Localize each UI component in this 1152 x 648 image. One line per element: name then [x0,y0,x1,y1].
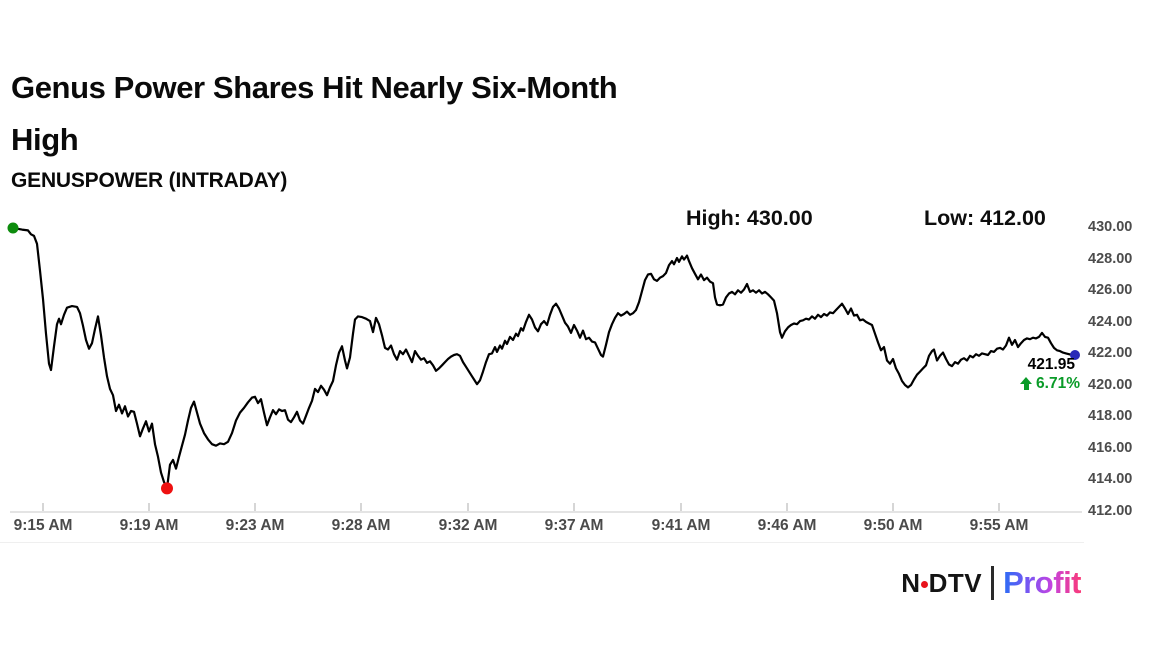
ndtv-letter-n: N [901,567,921,598]
y-tick-label: 428.00 [1088,250,1133,267]
session-start-marker [7,222,19,234]
x-tick-label: 9:37 AM [544,517,604,534]
y-tick-label: 420.00 [1088,376,1133,393]
x-tick-label: 9:41 AM [651,517,711,534]
ndtv-letters-dtv: DTV [928,567,983,598]
symbol-subtitle: GENUSPOWER (INTRADAY) [11,169,288,192]
ndtv-red-dot-icon [920,580,928,588]
x-tick-label: 9:28 AM [331,517,391,534]
ndtv-profit-logo: N DTV Profit [901,563,1081,603]
logo-divider [991,566,995,600]
axis-underline [0,542,1084,543]
change-percent-label: 6.71% [1036,375,1080,392]
change-percent-row: 6.71% [1020,375,1080,393]
session-low-marker [161,482,173,495]
x-tick-label: 9:50 AM [863,517,923,534]
x-tick-label: 9:32 AM [438,517,498,534]
ndtv-wordmark: N DTV [901,568,982,599]
x-tick-label: 9:19 AM [119,517,179,534]
last-price-label: 421.95 [1027,356,1075,373]
title-line-1: Genus Power Shares Hit Nearly Six-Month [11,70,618,105]
y-tick-label: 424.00 [1088,313,1133,330]
x-tick-label: 9:23 AM [225,517,285,534]
y-tick-label: 414.00 [1088,471,1133,488]
low-value-label: Low: 412.00 [924,206,1046,230]
page-title: Genus Power Shares Hit Nearly Six-Month H… [11,62,831,166]
title-line-2: High [11,122,79,157]
high-value-label: High: 430.00 [686,206,813,230]
profit-wordmark: Profit [1003,565,1081,600]
up-arrow-icon [1020,377,1033,391]
y-tick-label: 422.00 [1088,345,1133,362]
x-tick-label: 9:46 AM [757,517,817,534]
y-tick-label: 418.00 [1088,408,1133,425]
y-tick-label: 412.00 [1088,503,1133,519]
y-tick-label: 416.00 [1088,439,1133,456]
price-line [11,226,1077,490]
x-tick-label: 9:55 AM [969,517,1029,534]
y-tick-label: 430.00 [1088,219,1133,235]
y-tick-label: 426.00 [1088,282,1133,299]
x-tick-label: 9:15 AM [13,517,73,534]
